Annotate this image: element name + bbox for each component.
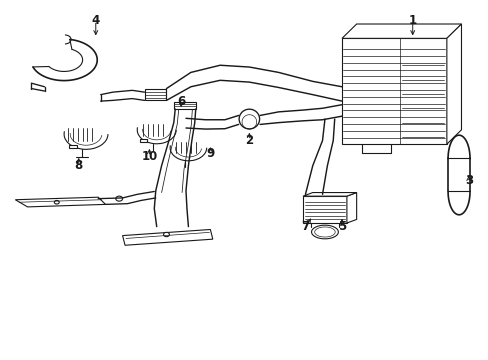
Text: 7: 7: [301, 220, 309, 233]
Text: 5: 5: [337, 220, 346, 233]
Polygon shape: [446, 24, 461, 144]
Circle shape: [116, 196, 122, 201]
Polygon shape: [303, 193, 356, 196]
Text: 1: 1: [408, 14, 416, 27]
Text: 6: 6: [177, 95, 185, 108]
Text: 10: 10: [141, 150, 157, 163]
Polygon shape: [341, 24, 461, 39]
Polygon shape: [144, 89, 166, 100]
Polygon shape: [140, 139, 147, 141]
Circle shape: [163, 232, 169, 237]
Polygon shape: [303, 196, 346, 223]
Polygon shape: [341, 39, 446, 144]
Polygon shape: [173, 102, 195, 109]
Polygon shape: [346, 193, 356, 223]
Polygon shape: [69, 145, 77, 148]
Text: 8: 8: [75, 159, 82, 172]
Circle shape: [54, 201, 59, 204]
Text: 9: 9: [206, 147, 214, 159]
Text: 2: 2: [245, 134, 253, 147]
Text: 3: 3: [464, 174, 472, 186]
Text: 4: 4: [91, 14, 100, 27]
Polygon shape: [122, 229, 212, 245]
Polygon shape: [15, 197, 105, 207]
